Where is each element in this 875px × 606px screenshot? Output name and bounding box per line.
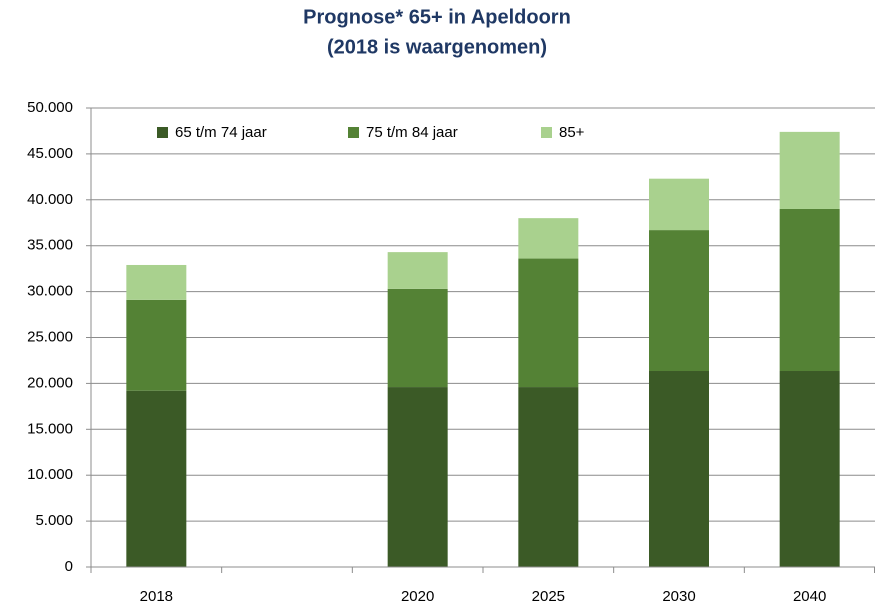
bar-segment — [649, 178, 709, 231]
bar-segment — [649, 371, 709, 567]
y-tick-label: 40.000 — [27, 191, 73, 208]
bar-segment — [779, 131, 840, 209]
x-tick-label: 2018 — [140, 588, 173, 605]
bar-segment — [387, 288, 448, 388]
bar-segment — [387, 252, 448, 289]
y-tick-label: 50.000 — [27, 99, 73, 116]
y-tick-label: 15.000 — [27, 420, 73, 437]
y-tick-label: 5.000 — [35, 512, 73, 529]
y-tick-label: 30.000 — [27, 283, 73, 300]
legend-label: 75 t/m 84 jaar — [366, 124, 458, 141]
y-tick-label: 10.000 — [27, 466, 73, 483]
y-tick-label: 0 — [65, 558, 73, 575]
legend-swatch — [348, 127, 359, 138]
legend-label: 85+ — [559, 124, 585, 141]
bar-segment — [779, 208, 840, 372]
bar-segment — [779, 371, 840, 567]
bar-segment — [518, 218, 579, 259]
x-tick-label: 2020 — [401, 588, 434, 605]
bar-segment — [649, 230, 709, 372]
x-tick-label: 2040 — [793, 588, 826, 605]
bar-segment — [126, 264, 187, 300]
chart-subtitle: (2018 is waargenomen) — [327, 36, 547, 58]
x-tick-label: 2025 — [532, 588, 565, 605]
y-tick-label: 35.000 — [27, 237, 73, 254]
y-tick-label: 20.000 — [27, 374, 73, 391]
x-tick-label: 2030 — [662, 588, 695, 605]
y-tick-label: 45.000 — [27, 145, 73, 162]
bar-segment — [126, 390, 187, 567]
legend-label: 65 t/m 74 jaar — [175, 124, 267, 141]
bar-segment — [387, 387, 448, 567]
chart-title: Prognose* 65+ in Apeldoorn — [303, 6, 571, 28]
bar-segment — [126, 299, 187, 391]
bar-segment — [518, 258, 579, 388]
legend-swatch — [157, 127, 168, 138]
y-tick-label: 25.000 — [27, 328, 73, 345]
bar-segment — [518, 387, 579, 567]
legend-swatch — [541, 127, 552, 138]
